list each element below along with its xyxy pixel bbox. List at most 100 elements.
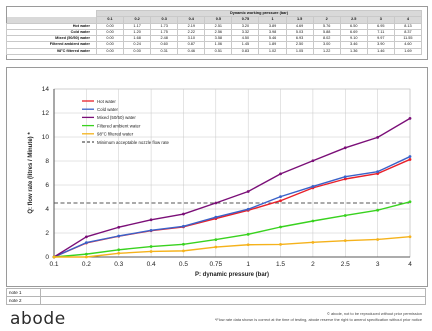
series-point xyxy=(408,117,412,120)
legend-entry-label: Mixed (50/50) water xyxy=(97,115,136,120)
y-tick-label: 0 xyxy=(45,254,49,261)
series-point xyxy=(182,249,185,253)
series-point xyxy=(182,242,185,246)
series-point xyxy=(279,243,282,246)
x-tick-label: 2 xyxy=(311,261,315,268)
table-row: Hot water 0.00 1.17 1.73 2.19 2.51 3.20 3.89 4.6… xyxy=(6,22,423,30)
note-label: note 2 xyxy=(6,296,41,305)
series-point xyxy=(117,234,121,238)
series-point xyxy=(246,207,250,211)
table-cell: 0.83 xyxy=(231,47,260,56)
series-point xyxy=(84,255,88,259)
y-tick-label: 10 xyxy=(42,134,50,141)
row-label: 98°C filtered water xyxy=(6,47,97,56)
note-text xyxy=(40,296,426,305)
table-cell: 4.60 xyxy=(393,41,423,49)
series-point xyxy=(408,235,412,239)
pressure-header-cell: 0.1 xyxy=(95,16,125,24)
series-point xyxy=(117,225,121,229)
pressure-header-cell: 4 xyxy=(393,16,423,24)
flow-rate-table: Dynamic working pressure (bar) 0.1 0.2 0.3… xyxy=(6,9,423,56)
series-point xyxy=(343,177,347,181)
series-point xyxy=(182,212,185,216)
series-point xyxy=(408,158,412,161)
x-tick-label: 0.3 xyxy=(114,261,123,268)
x-tick-label: 1 xyxy=(246,261,250,268)
series-point xyxy=(311,185,315,188)
y-tick-label: 4 xyxy=(45,206,49,213)
table-cell: 0.51 xyxy=(204,47,233,56)
y-tick-label: 12 xyxy=(42,110,50,117)
copyright-notice: © abode, not to be reproduced without pr… xyxy=(327,311,422,316)
series-point xyxy=(117,251,121,255)
series-line xyxy=(53,155,411,258)
series-point xyxy=(279,195,282,199)
series-point xyxy=(311,240,315,244)
series-point xyxy=(246,243,250,247)
note-row: note 2 xyxy=(6,296,426,305)
series-point xyxy=(214,245,218,249)
series-point xyxy=(246,190,250,193)
table-cell: 1.36 xyxy=(339,47,368,56)
series-point xyxy=(182,224,185,228)
series-point xyxy=(408,155,412,158)
note-row: note 1 xyxy=(6,288,426,297)
x-tick-label: 1.5 xyxy=(276,261,285,268)
y-tick-label: 6 xyxy=(45,182,49,189)
series-point xyxy=(376,135,380,139)
table-cell: 8.13 xyxy=(393,22,423,30)
series-point xyxy=(279,172,282,176)
table-cell: 1.05 xyxy=(285,47,314,56)
table-corner-blank xyxy=(6,10,97,17)
table-row: 98°C filtered water 0.00 0.00 0.31 0.46 0.51 0… xyxy=(6,47,423,56)
pressure-header-title: Dynamic working pressure (bar) xyxy=(96,9,422,18)
series-point xyxy=(149,218,153,222)
legend-entry-label: Minimum acceptable nozzle flow rate xyxy=(97,140,170,145)
table-cell: 0.46 xyxy=(177,47,206,56)
table-cell: 1.69 xyxy=(393,47,423,56)
series-point xyxy=(214,201,218,205)
series-point xyxy=(376,170,380,174)
series-point xyxy=(343,146,347,150)
series-point xyxy=(343,239,347,243)
series-point xyxy=(117,248,121,252)
x-tick-label: 0.1 xyxy=(49,261,58,268)
series-point xyxy=(84,252,88,256)
table-cell: 0.31 xyxy=(150,47,179,56)
series-point xyxy=(279,225,282,229)
flow-rate-disclaimer: *Flow rate data shown is correct at the … xyxy=(214,317,422,322)
x-tick-label: 2.5 xyxy=(341,261,350,268)
series-point xyxy=(376,208,380,212)
table-cell: 1.02 xyxy=(258,47,287,56)
table-cell: 1.46 xyxy=(366,47,395,56)
series-point xyxy=(149,245,153,248)
table-cell: 0.00 xyxy=(123,47,152,56)
series-point xyxy=(311,159,315,163)
plot-area xyxy=(53,88,411,258)
series-line xyxy=(53,201,411,258)
note-label: note 1 xyxy=(6,288,41,297)
x-tick-label: 0.75 xyxy=(209,261,222,268)
series-point xyxy=(149,228,153,232)
table-cell: 0.00 xyxy=(95,47,125,56)
legend-entry-label: Filtered ambient water xyxy=(97,123,141,128)
series-point xyxy=(408,200,412,204)
series-line xyxy=(53,117,411,258)
series-point xyxy=(376,238,380,241)
note-text xyxy=(40,288,426,297)
table-cell: 0.00 xyxy=(95,28,125,37)
table-row: Cold water 0.00 1.20 1.75 2.22 2.56 3.32 3.98 5.… xyxy=(6,28,423,37)
y-tick-label: 2 xyxy=(45,230,49,237)
table-cell: 0.00 xyxy=(95,22,125,30)
series-point xyxy=(246,232,250,236)
y-tick-label: 14 xyxy=(42,86,50,93)
legend-entry-label: Cold water xyxy=(97,107,119,112)
series-point xyxy=(343,214,347,217)
table-cell: 11.55 xyxy=(393,35,423,43)
table-cell: 0.00 xyxy=(95,41,125,49)
series-point xyxy=(376,172,380,175)
legend-entry-label: Hot water xyxy=(97,99,116,104)
brand-logo: abode xyxy=(10,309,66,329)
y-axis-label: Q: flow rate (litres / Minute) * xyxy=(28,132,34,214)
series-point xyxy=(149,250,153,253)
